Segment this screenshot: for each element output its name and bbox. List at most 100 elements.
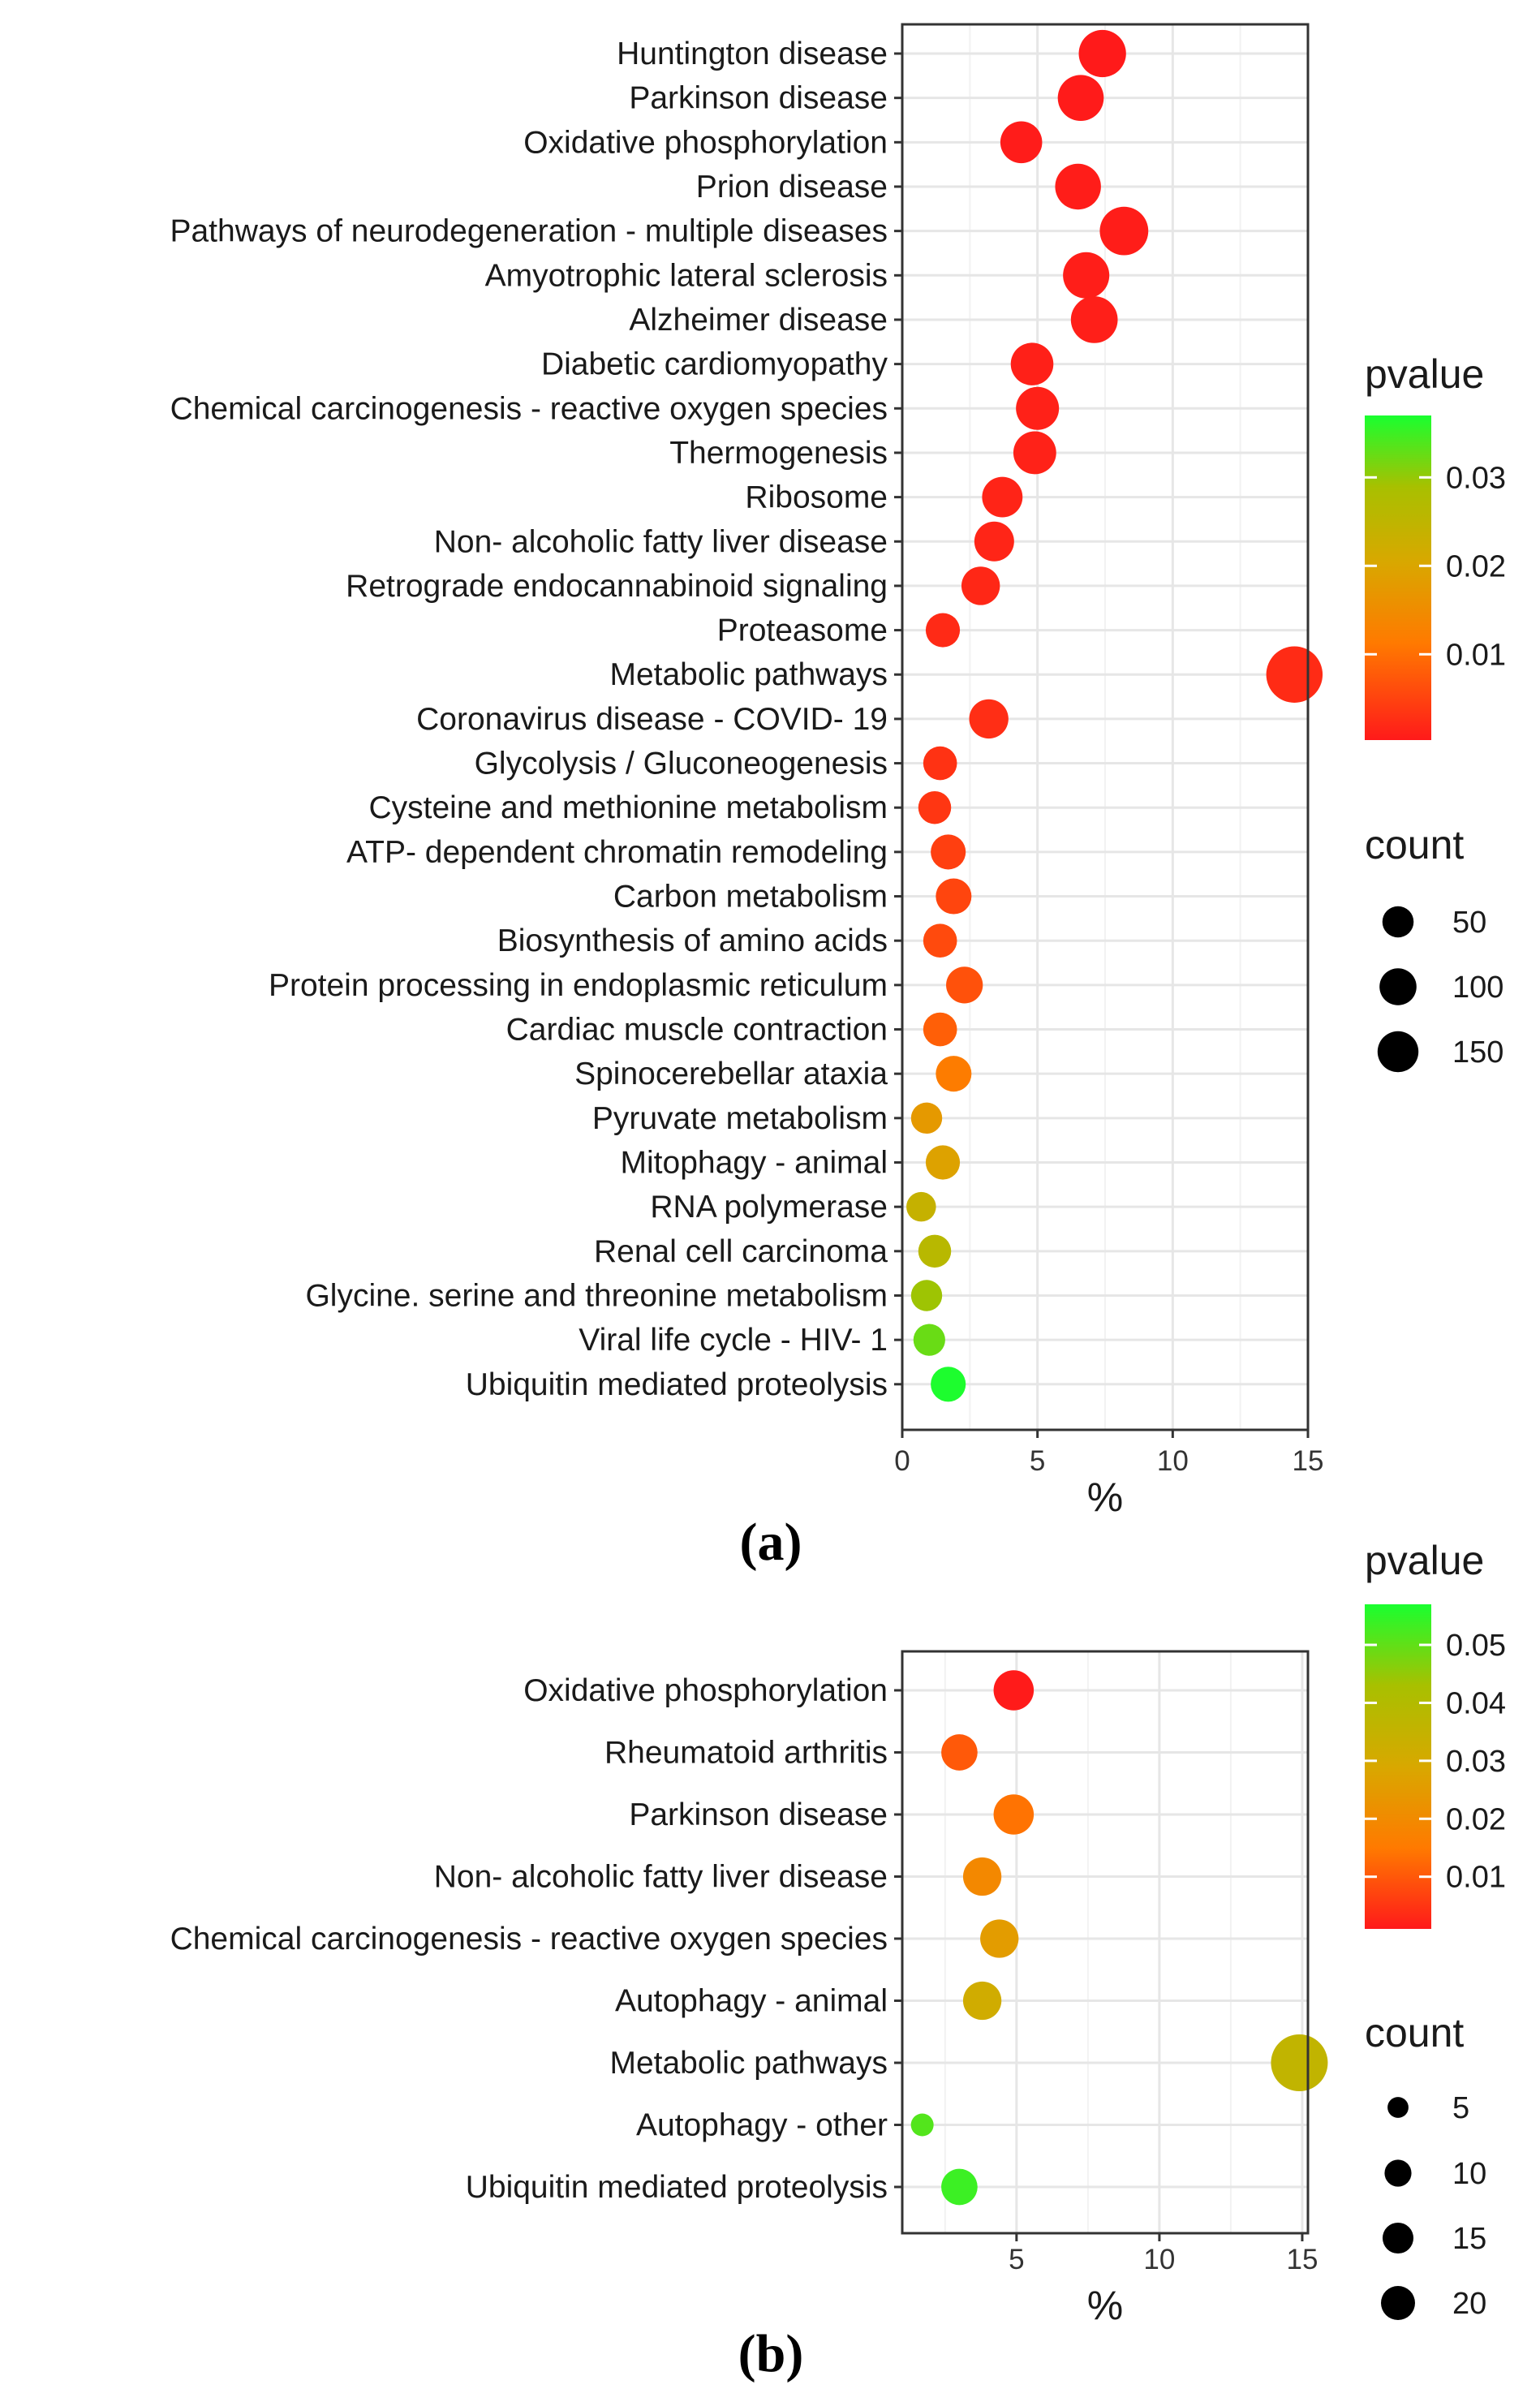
colorbar-tick-label: 0.05 [1446,1629,1506,1663]
data-point [918,1234,952,1268]
category-label: Biosynthesis of amino acids [497,923,888,958]
category-label: Prion disease [696,170,888,204]
x-tick-label: 10 [1157,1445,1189,1477]
category-label: Viral life cycle - HIV- 1 [579,1323,888,1358]
category-label: Pathways of neurodegeneration - multiple… [170,214,888,249]
category-label: Metabolic pathways [609,657,888,692]
data-point [982,476,1023,518]
category-label: Pyruvate metabolism [592,1101,888,1136]
data-point [910,2113,934,2137]
data-point [925,1145,961,1180]
category-label: Chemical carcinogenesis - reactive oxyge… [170,1922,888,1956]
data-point [923,923,957,958]
category-label: Retrograde endocannabinoid signaling [346,569,888,604]
data-point [1055,163,1101,210]
data-point [1070,296,1118,343]
data-point [936,1056,972,1092]
data-point [1057,75,1104,121]
data-point [1099,206,1149,256]
data-point [941,1734,978,1771]
x-tick-label: 15 [1293,1445,1324,1477]
pvalue-legend-title: pvalue [1365,1538,1484,1583]
data-point [993,1670,1035,1711]
category-label: Mitophagy - animal [621,1146,888,1181]
category-label: Protein processing in endoplasmic reticu… [269,968,888,1003]
count-legend-label: 100 [1452,971,1503,1005]
count-legend-label: 10 [1452,2157,1486,2191]
category-label: Non- alcoholic fatty liver disease [434,1860,888,1895]
data-point [1063,252,1110,299]
data-point [931,1367,966,1402]
category-label: Parkinson disease [629,81,888,116]
category-label: Ribosome [745,480,888,515]
count-legend-marker [1387,2097,1409,2118]
data-point [980,1919,1019,1958]
category-label: Autophagy - other [636,2108,888,2143]
data-point [1016,386,1060,430]
plot-border [901,23,1310,1431]
data-point [925,613,961,648]
category-label: Renal cell carcinoma [594,1234,888,1269]
data-point [923,746,957,781]
data-point [931,834,966,870]
count-legend-marker [1381,2286,1415,2320]
colorbar-tick-label: 0.03 [1446,1745,1506,1779]
count-legend-marker [1384,2159,1412,2187]
data-point [923,1012,957,1047]
data-point [910,1102,943,1134]
category-label: Glycolysis / Gluconeogenesis [475,747,888,781]
x-axis-title: % [1087,1474,1123,1520]
category-label: Metabolic pathways [609,2046,888,2081]
category-label: Spinocerebellar ataxia [574,1057,888,1091]
count-legend-marker [1382,2222,1414,2254]
data-point [962,1857,1002,1896]
category-label: Ubiquitin mediated proteolysis [466,1367,888,1402]
pvalue-colorbar [1365,415,1431,740]
count-legend-title: count [1365,2010,1464,2055]
colorbar-tick-label: 0.03 [1446,461,1506,495]
colorbar-tick-label: 0.01 [1446,1861,1506,1895]
panel-caption: (a) [740,1513,802,1572]
data-point [936,878,972,915]
category-label: Huntington disease [617,37,888,71]
x-tick-label: 15 [1286,2244,1318,2275]
category-label: Glycine. serine and threonine metabolism [305,1278,888,1313]
category-label: Proteasome [717,613,888,648]
plot-border [901,1650,1310,2235]
data-point [1266,646,1323,703]
data-point [1271,2034,1328,2091]
category-label: Rheumatoid arthritis [604,1736,888,1771]
category-label: Chemical carcinogenesis - reactive oxyge… [170,391,888,426]
pvalue-colorbar [1365,1604,1431,1929]
colorbar-tick-label: 0.02 [1446,1802,1506,1836]
category-label: Thermogenesis [669,436,888,471]
data-point [993,1794,1035,1835]
category-label: Cysteine and methionine metabolism [368,790,888,825]
panel-caption: (b) [738,2324,804,2383]
category-label: Autophagy - animal [615,1984,888,2019]
category-label: Cardiac muscle contraction [506,1013,888,1048]
data-point [1078,29,1126,78]
count-legend-marker [1379,968,1417,1005]
category-label: Ubiquitin mediated proteolysis [466,2170,888,2205]
data-point [941,2168,978,2206]
count-legend-title: count [1365,822,1464,867]
data-point [974,521,1014,562]
data-point [1013,431,1056,475]
count-legend-label: 20 [1452,2287,1486,2321]
x-tick-label: 5 [1009,2244,1024,2275]
data-point [913,1324,945,1356]
category-label: Parkinson disease [629,1797,888,1832]
colorbar-tick-label: 0.04 [1446,1686,1506,1720]
category-label: Diabetic cardiomyopathy [541,347,888,382]
x-axis-title: % [1087,2283,1123,2328]
pvalue-legend-title: pvalue [1365,351,1484,397]
data-point [910,1280,943,1311]
category-label: Amyotrophic lateral sclerosis [485,258,888,293]
category-label: Oxidative phosphorylation [523,125,888,160]
category-label: ATP- dependent chromatin remodeling [346,835,888,870]
data-point [961,566,1000,605]
category-label: RNA polymerase [650,1190,888,1225]
